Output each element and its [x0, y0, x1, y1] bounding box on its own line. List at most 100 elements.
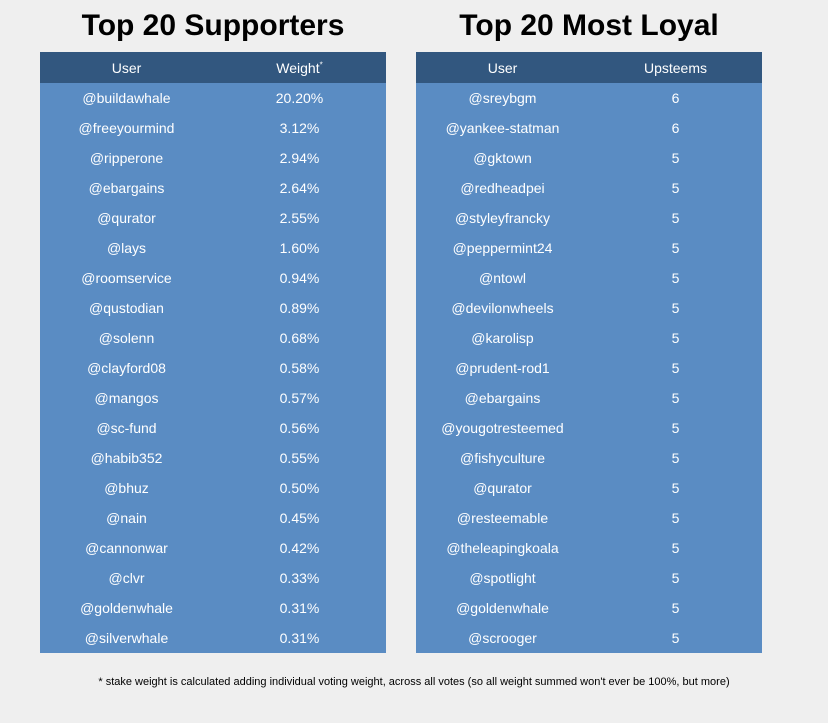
user-cell: @sreybgm [468, 90, 537, 106]
upsteems-cell: 5 [671, 150, 680, 166]
table-row: @ebargains 2.64% [40, 173, 386, 203]
user-cell: @qurator [473, 480, 532, 496]
user-cell: @ebargains [88, 180, 165, 196]
user-cell: @mangos [94, 390, 159, 406]
loyal-title: Top 20 Most Loyal [459, 9, 719, 42]
table-row: @fishyculture 5 [416, 443, 762, 473]
weight-cell: 20.20% [275, 90, 324, 106]
user-cell: @scrooger [468, 630, 537, 646]
table-row: @goldenwhale 5 [416, 593, 762, 623]
loyal-header-row: User Upsteems [416, 52, 762, 83]
footnote: * stake weight is calculated adding indi… [98, 676, 730, 688]
weight-cell: 0.57% [279, 390, 320, 406]
user-cell: @solenn [98, 330, 155, 346]
table-row: @karolisp 5 [416, 323, 762, 353]
user-cell: @theleapingkoala [446, 540, 559, 556]
table-row: @goldenwhale 0.31% [40, 593, 386, 623]
weight-cell: 0.94% [279, 270, 320, 286]
loyal-col-user: User [416, 52, 589, 83]
supporters-col-weight-label: Weight [276, 59, 320, 76]
weight-cell: 2.94% [279, 150, 320, 166]
upsteems-cell: 5 [671, 180, 680, 196]
upsteems-cell: 5 [671, 270, 680, 286]
table-row: @nain 0.45% [40, 503, 386, 533]
weight-cell: 0.50% [279, 480, 320, 496]
table-row: @scrooger 5 [416, 623, 762, 653]
user-cell: @lays [106, 240, 147, 256]
loyal-col-upsteems-label: Upsteems [643, 59, 708, 76]
upsteems-cell: 5 [671, 570, 680, 586]
user-cell: @freeyourmind [78, 120, 175, 136]
loyal-panel: Top 20 Most Loyal User Upsteems @sreybgm… [416, 8, 762, 653]
table-row: @theleapingkoala 5 [416, 533, 762, 563]
table-row: @styleyfrancky 5 [416, 203, 762, 233]
user-cell: @roomservice [81, 270, 172, 286]
upsteems-cell: 6 [671, 90, 680, 106]
user-cell: @devilonwheels [451, 300, 554, 316]
supporters-col-user: User [40, 52, 213, 83]
upsteems-cell: 5 [671, 360, 680, 376]
weight-cell: 0.89% [279, 300, 320, 316]
weight-cell: 0.58% [279, 360, 320, 376]
table-row: @gktown 5 [416, 143, 762, 173]
user-cell: @ripperone [89, 150, 164, 166]
weight-footnote-marker: * [319, 59, 323, 69]
user-cell: @cannonwar [85, 540, 168, 556]
table-row: @freeyourmind 3.12% [40, 113, 386, 143]
table-row: @peppermint24 5 [416, 233, 762, 263]
table-row: @yankee-statman 6 [416, 113, 762, 143]
upsteems-cell: 5 [671, 480, 680, 496]
user-cell: @bhuz [104, 480, 149, 496]
upsteems-cell: 5 [671, 210, 680, 226]
table-row: @yougotresteemed 5 [416, 413, 762, 443]
loyal-table-body: @sreybgm 6 @yankee-statman 6 @gktown 5 @redhea… [416, 83, 762, 653]
table-row: @ntowl 5 [416, 263, 762, 293]
upsteems-cell: 5 [671, 600, 680, 616]
supporters-table: User Weight* @buildawhale 20.20% @freeyour… [40, 52, 386, 653]
loyal-col-upsteems: Upsteems [589, 52, 762, 83]
table-row: @clvr 0.33% [40, 563, 386, 593]
weight-cell: 0.68% [279, 330, 320, 346]
weight-cell: 0.33% [279, 570, 320, 586]
table-row: @cannonwar 0.42% [40, 533, 386, 563]
user-cell: @yougotresteemed [441, 420, 564, 436]
weight-cell: 0.42% [279, 540, 320, 556]
upsteems-cell: 5 [671, 390, 680, 406]
table-row: @spotlight 5 [416, 563, 762, 593]
weight-cell: 0.31% [279, 600, 320, 616]
user-cell: @silverwhale [84, 630, 169, 646]
user-cell: @gktown [473, 150, 532, 166]
supporters-header-row: User Weight* [40, 52, 386, 83]
user-cell: @goldenwhale [456, 600, 549, 616]
user-cell: @buildawhale [82, 90, 171, 106]
weight-cell: 2.64% [279, 180, 320, 196]
table-row: @prudent-rod1 5 [416, 353, 762, 383]
table-row: @buildawhale 20.20% [40, 83, 386, 113]
weight-cell: 2.55% [279, 210, 320, 226]
weight-cell: 0.56% [279, 420, 320, 436]
weight-cell: 0.31% [279, 630, 320, 646]
table-row: @mangos 0.57% [40, 383, 386, 413]
user-cell: @ntowl [479, 270, 526, 286]
user-cell: @clayford08 [87, 360, 166, 376]
user-cell: @prudent-rod1 [455, 360, 550, 376]
table-row: @resteemable 5 [416, 503, 762, 533]
upsteems-cell: 5 [671, 330, 680, 346]
table-row: @sreybgm 6 [416, 83, 762, 113]
table-row: @solenn 0.68% [40, 323, 386, 353]
user-cell: @peppermint24 [452, 240, 553, 256]
user-cell: @styleyfrancky [454, 210, 551, 226]
user-cell: @goldenwhale [80, 600, 173, 616]
table-row: @redheadpei 5 [416, 173, 762, 203]
user-cell: @clvr [108, 570, 145, 586]
table-row: @sc-fund 0.56% [40, 413, 386, 443]
table-row: @qurator 5 [416, 473, 762, 503]
upsteems-cell: 5 [671, 540, 680, 556]
table-row: @ebargains 5 [416, 383, 762, 413]
user-cell: @sc-fund [96, 420, 157, 436]
table-row: @qustodian 0.89% [40, 293, 386, 323]
upsteems-cell: 5 [671, 630, 680, 646]
table-row: @devilonwheels 5 [416, 293, 762, 323]
user-cell: @karolisp [471, 330, 534, 346]
weight-cell: 0.45% [279, 510, 320, 526]
